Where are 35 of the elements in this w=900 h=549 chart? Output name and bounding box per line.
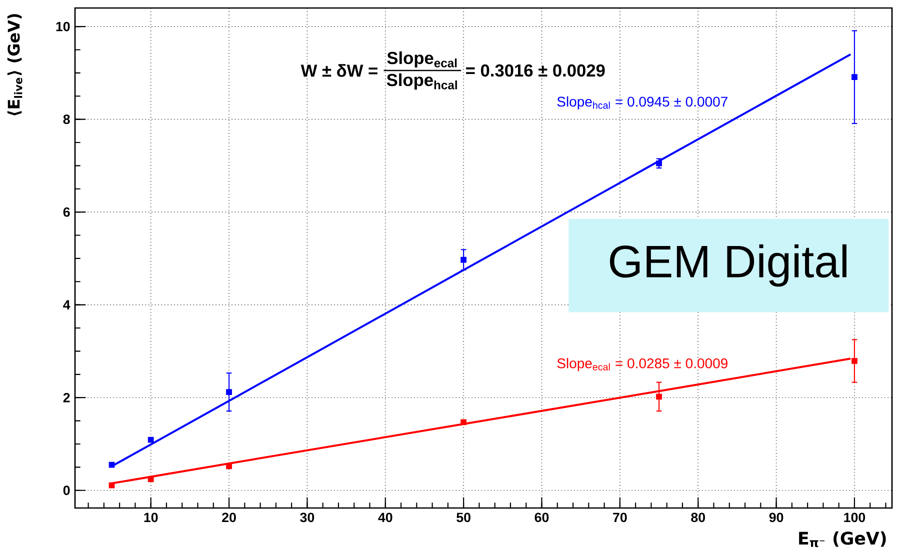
x-tick-label: 40 xyxy=(378,512,392,522)
x-tick-label: 80 xyxy=(691,512,705,522)
point xyxy=(460,419,466,426)
x-tick-label: 30 xyxy=(300,512,314,522)
series-label: Slope$_{hcal}$ = 0.0945 ± 0.0007 xyxy=(557,96,728,110)
text: E$_{π⁻}$ (GeV) xyxy=(799,531,886,548)
annotation: W ± δW = xyxy=(300,64,378,77)
x-tick-label: 90 xyxy=(769,512,784,522)
y-tick-label: 0 xyxy=(63,486,70,496)
text: Slope$_{ecal}$ xyxy=(387,51,457,68)
annotation: GEM Digital xyxy=(610,244,846,287)
x-tick-label: 50 xyxy=(456,512,470,522)
point xyxy=(148,436,154,443)
x-tick-label: 10 xyxy=(144,512,158,522)
series-label: Slope$_{ecal}$ = 0.0285 ± 0.0009 xyxy=(557,358,728,372)
x-tick-label: 60 xyxy=(534,512,549,522)
y-tick-label: 4 xyxy=(63,300,70,310)
y-tick-label: 2 xyxy=(63,392,70,402)
point xyxy=(108,462,115,468)
point xyxy=(108,482,115,488)
point xyxy=(460,256,466,263)
text: ⟨E$_{live}$⟩ (GeV) xyxy=(7,14,22,116)
point xyxy=(852,74,858,80)
y-tick-label: 8 xyxy=(63,114,70,124)
y-tick-label: 6 xyxy=(63,207,70,217)
x-tick-label: 70 xyxy=(613,512,627,522)
point xyxy=(226,389,232,395)
point xyxy=(656,394,662,400)
text: Slope$_{hcal}$ xyxy=(386,73,457,90)
annotation: = 0.3016 ± 0.0029 xyxy=(466,64,605,77)
y-tick-label: 10 xyxy=(56,22,70,32)
point xyxy=(852,358,858,364)
point xyxy=(148,476,154,482)
x-tick-label: 20 xyxy=(222,512,236,522)
x-tick-label: 100 xyxy=(844,512,866,522)
